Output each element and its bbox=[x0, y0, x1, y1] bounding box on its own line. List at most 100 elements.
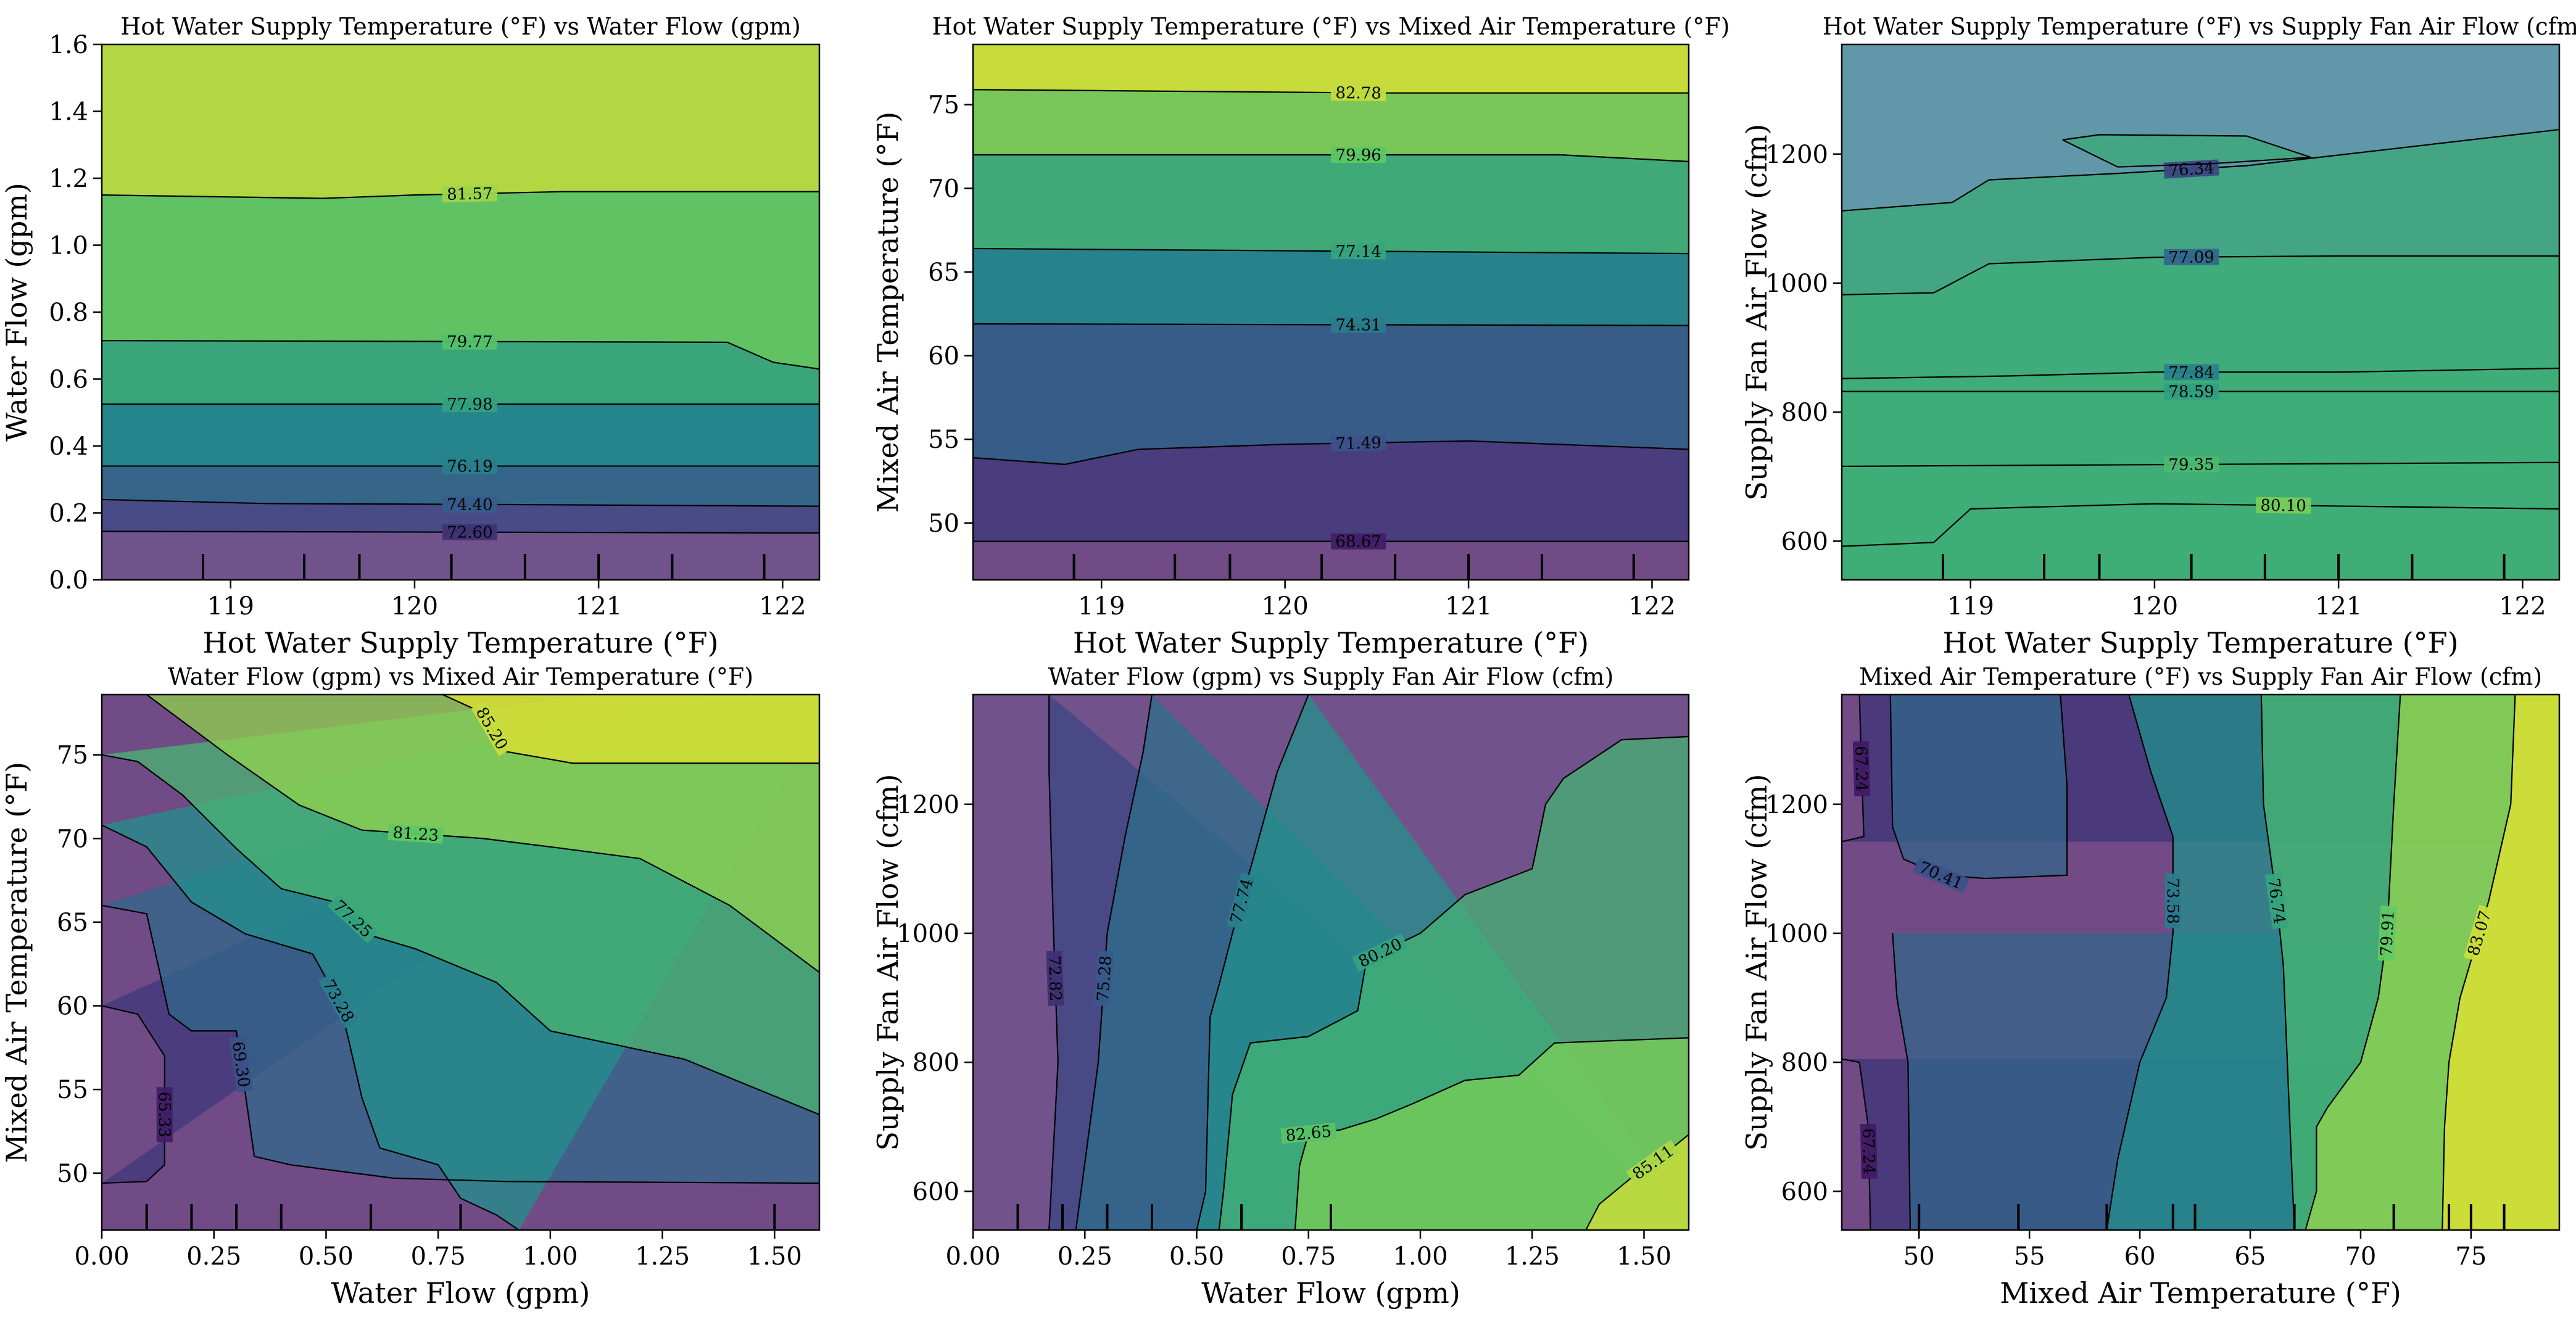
rug-ticks bbox=[1072, 554, 1635, 580]
contour-line-7 bbox=[2062, 134, 2311, 168]
svg-text:72.82: 72.82 bbox=[1045, 955, 1065, 1001]
y-tick-label: 60 bbox=[928, 342, 959, 371]
contour-label-4: 77.98 bbox=[442, 395, 497, 414]
svg-text:77.84: 77.84 bbox=[2168, 363, 2214, 382]
chart-title: Hot Water Supply Temperature (°F) vs Wat… bbox=[120, 13, 801, 40]
svg-text:76.34: 76.34 bbox=[2168, 159, 2215, 180]
chart-title: Water Flow (gpm) vs Mixed Air Temperatur… bbox=[168, 663, 753, 690]
contour-label-5: 77.09 bbox=[2163, 248, 2219, 267]
y-tick-label: 65 bbox=[57, 909, 88, 937]
contour-line-2 bbox=[102, 904, 819, 1184]
svg-text:73.58: 73.58 bbox=[2163, 878, 2182, 923]
y-tick-label: 1.6 bbox=[49, 31, 88, 59]
x-tick-label: 120 bbox=[391, 592, 438, 621]
contour-line-3 bbox=[102, 824, 520, 1230]
x-tick-label: 70 bbox=[2345, 1242, 2376, 1271]
svg-text:79.96: 79.96 bbox=[1335, 146, 1381, 165]
contour-label-6: 82.78 bbox=[1331, 84, 1386, 103]
contour-label-2: 71.49 bbox=[1330, 434, 1386, 453]
x-tick-label: 55 bbox=[2014, 1242, 2045, 1271]
y-tick-label: 0.2 bbox=[49, 500, 88, 528]
y-tick-label: 1000 bbox=[897, 920, 959, 948]
svg-text:67.24: 67.24 bbox=[1851, 746, 1871, 792]
contour-label-7: 79.91 bbox=[2377, 905, 2398, 962]
x-tick-label: 120 bbox=[2131, 592, 2178, 621]
x-tick-label: 0.75 bbox=[411, 1242, 466, 1271]
contour-area: 68.67 71.49 74.31 77.14 79.96 82.78 bbox=[973, 44, 1689, 580]
contour-label-5: 81.23 bbox=[387, 824, 444, 845]
contour-line-3 bbox=[973, 323, 1689, 326]
y-tick-label: 800 bbox=[1781, 1049, 1828, 1077]
svg-text:81.23: 81.23 bbox=[392, 824, 439, 845]
svg-text:74.40: 74.40 bbox=[447, 496, 493, 514]
x-tick-label: 119 bbox=[207, 592, 254, 621]
svg-text:81.57: 81.57 bbox=[447, 184, 493, 204]
y-axis-label: Supply Fan Air Flow (cfm) bbox=[871, 774, 905, 1151]
y-tick-label: 1000 bbox=[1765, 270, 1828, 298]
x-tick-label: 1.00 bbox=[523, 1242, 578, 1271]
y-tick-label: 50 bbox=[57, 1160, 88, 1188]
x-tick-label: 121 bbox=[1445, 592, 1492, 621]
x-tick-label: 0.75 bbox=[1281, 1242, 1336, 1271]
svg-text:79.35: 79.35 bbox=[2168, 456, 2214, 474]
axes-frame bbox=[972, 693, 1690, 1231]
contour-label-4: 77.14 bbox=[1331, 242, 1386, 262]
rug-ticks bbox=[145, 1204, 776, 1230]
rug-ticks bbox=[1918, 1204, 2506, 1230]
y-tick-label: 1.2 bbox=[49, 165, 88, 193]
contour-label-5: 79.96 bbox=[1331, 146, 1386, 165]
svg-text:77.14: 77.14 bbox=[1335, 242, 1381, 262]
chart-title: Mixed Air Temperature (°F) vs Supply Fan… bbox=[1859, 663, 2542, 690]
contour-label-1: 80.10 bbox=[2256, 497, 2311, 516]
svg-text:79.77: 79.77 bbox=[447, 333, 493, 352]
x-tick-label: 1.25 bbox=[635, 1242, 690, 1271]
contour-line-2 bbox=[1075, 695, 1153, 1230]
rug-ticks bbox=[1942, 554, 2506, 580]
x-tick-label: 1.50 bbox=[747, 1242, 802, 1271]
x-axis-label: Mixed Air Temperature (°F) bbox=[2000, 1276, 2401, 1310]
y-tick-label: 800 bbox=[1781, 398, 1828, 427]
rug-ticks bbox=[202, 554, 766, 580]
svg-text:71.49: 71.49 bbox=[1335, 434, 1381, 453]
y-tick-label: 0.8 bbox=[49, 299, 88, 327]
y-tick-label: 0.4 bbox=[49, 432, 88, 461]
contour-band-5 bbox=[146, 695, 819, 973]
contour-label-2: 79.35 bbox=[2164, 456, 2219, 474]
axes-frame bbox=[972, 43, 1690, 581]
x-axis-label: Water Flow (gpm) bbox=[1201, 1276, 1460, 1310]
x-axis-label: Hot Water Supply Temperature (°F) bbox=[202, 626, 718, 659]
contour-band-7 bbox=[2062, 134, 2311, 167]
x-tick-label: 1.50 bbox=[1617, 1242, 1671, 1271]
x-tick-label: 119 bbox=[1078, 592, 1125, 621]
rug-ticks bbox=[1016, 1204, 1332, 1230]
chart-panel-2: 68.67 71.49 74.31 77.14 79.96 82.78 119 120 121 1… bbox=[871, 13, 1730, 659]
y-tick-label: 600 bbox=[1781, 527, 1828, 556]
y-tick-label: 1200 bbox=[1765, 791, 1828, 819]
contour-line-2 bbox=[102, 498, 819, 507]
contour-line-8 bbox=[2441, 695, 2516, 1230]
y-tick-label: 1.0 bbox=[49, 232, 88, 260]
contour-line-7 bbox=[2305, 695, 2401, 1230]
contour-line-5 bbox=[102, 340, 819, 370]
contour-line-6 bbox=[102, 191, 819, 199]
x-tick-label: 119 bbox=[1947, 592, 1994, 621]
contour-band-8 bbox=[2442, 695, 2559, 1230]
x-tick-label: 75 bbox=[2455, 1242, 2487, 1271]
svg-text:75.28: 75.28 bbox=[1094, 955, 1116, 1002]
svg-text:76.19: 76.19 bbox=[447, 458, 492, 476]
svg-text:77.98: 77.98 bbox=[447, 395, 492, 414]
contour-area: 72.60 74.40 76.19 77.98 79.77 81.57 bbox=[102, 44, 819, 580]
x-axis-label: Water Flow (gpm) bbox=[331, 1276, 590, 1310]
contour-label-5: 82.65 bbox=[1280, 1122, 1337, 1146]
contour-band-5 bbox=[1295, 1038, 1689, 1230]
contour-label-3: 78.59 bbox=[2164, 383, 2219, 402]
y-axis-label: Water Flow (gpm) bbox=[0, 183, 33, 442]
svg-text:77.09: 77.09 bbox=[2168, 248, 2214, 267]
x-tick-label: 65 bbox=[2235, 1242, 2266, 1271]
